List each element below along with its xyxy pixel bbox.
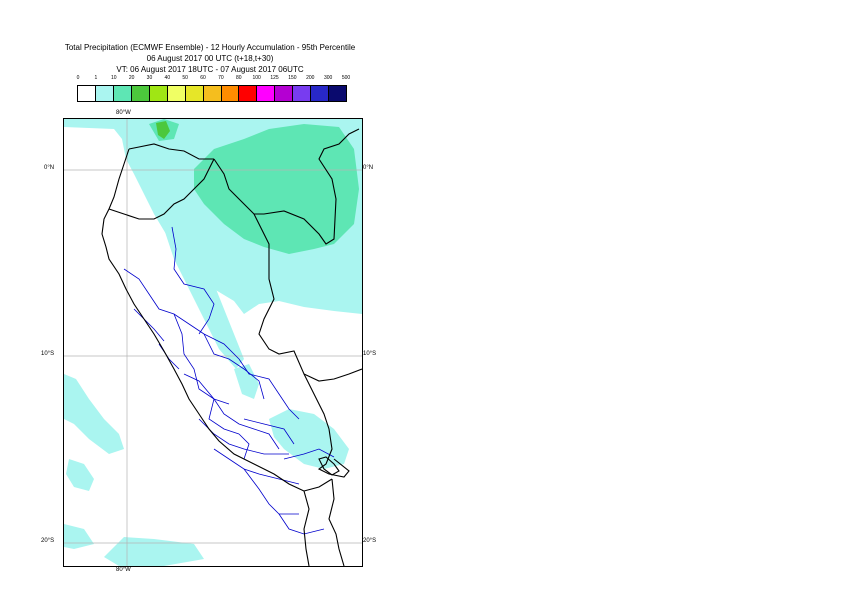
precipitation-map [63,118,363,567]
legend-threshold-label: 50 [182,75,188,81]
legend-swatch [95,86,114,101]
precip-area-light-offshore-3 [104,537,204,566]
legend-threshold-label: 125 [270,75,279,81]
lat-label-0-left: 0°N [44,165,55,171]
precip-area-light-offshore-4 [64,524,94,549]
legend-threshold-label: 150 [288,75,297,81]
peru-bolivia-border [303,373,350,478]
legend-swatch [113,86,132,101]
map-title: Total Precipitation (ECMWF Ensemble) - 1… [64,43,356,52]
lon-label-bottom: 80°W [116,567,131,573]
map-canvas [64,119,362,566]
coastline-and-borders [101,128,362,566]
precip-area-light-strip [164,229,244,369]
legend-threshold-label: 300 [323,75,333,81]
lat-label-10-left: 10°S [41,351,55,357]
precip-area-heavy [156,121,170,139]
precip-area-light-southeast [269,409,349,469]
legend-swatch [239,86,258,101]
color-legend: 0 1 10 20 30 40 50 60 70 80 100 125 150 200 300 500 [77,75,357,102]
lon-label-top: 80°W [116,110,131,116]
legend-swatch [257,86,276,101]
base-time: 06 August 2017 00 UTC (t+18,t+30) [146,54,274,63]
legend-swatch [311,86,330,101]
lat-label-10-right: 10°S [363,351,377,357]
legend-threshold-label: 20 [128,75,135,81]
legend-swatch [329,86,347,101]
legend-swatch [131,86,150,101]
lat-label-20-left: 20°S [41,538,55,544]
lat-label-0-right: 0°N [363,165,374,171]
legend-threshold-label: 0 [76,75,80,81]
lake-titicaca [318,456,340,476]
precip-area-light-offshore-1 [64,374,124,454]
colombia-brazil-border [213,128,360,245]
lat-label-20-right: 20°S [363,538,377,544]
map-title-block: Total Precipitation (ECMWF Ensemble) - 1… [20,42,400,75]
legend-threshold-label: 40 [164,75,171,81]
precip-area-moderate-amazon [194,124,359,254]
peru-chile-border [303,478,333,492]
valid-time: VT: 06 August 2017 18UTC - 07 August 201… [116,65,304,74]
legend-swatch [293,86,312,101]
legend-threshold-labels: 0 1 10 20 30 40 50 60 70 80 100 125 150 200 300 500 [77,75,357,85]
legend-threshold-label: 100 [252,75,261,81]
legend-threshold-label: 1 [94,75,98,81]
legend-threshold-label: 70 [218,75,224,81]
bolivia-chile-border [328,478,345,566]
peru-brazil-border [253,213,362,382]
legend-threshold-label: 200 [306,75,315,81]
legend-threshold-label: 80 [236,75,242,81]
peru-ecuador-border [108,158,215,220]
precip-area-light-offshore-2 [66,459,94,491]
legend-swatch [185,86,204,101]
legend-swatch [167,86,186,101]
legend-swatch [78,86,96,101]
legend-threshold-label: 500 [341,75,351,81]
legend-swatch [203,86,222,101]
legend-swatch [275,86,294,101]
legend-color-bar [77,85,347,102]
ecuador-colombia-border [128,143,214,160]
precip-area-light-inland [234,364,259,399]
coastline [101,148,310,566]
legend-swatch [221,86,240,101]
legend-swatch [149,86,168,101]
legend-threshold-label: 30 [146,75,153,81]
legend-threshold-label: 10 [110,75,117,81]
legend-threshold-label: 60 [200,75,206,81]
